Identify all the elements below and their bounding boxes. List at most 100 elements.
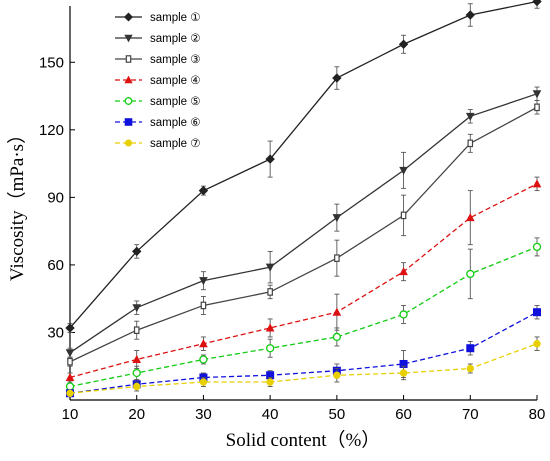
series-2 bbox=[65, 86, 542, 358]
x-axis-title: Solid content（%） bbox=[226, 429, 381, 451]
legend-label: sample ⑥ bbox=[150, 117, 201, 129]
y-tick-label: 60 bbox=[47, 257, 64, 274]
y-tick-label: 120 bbox=[39, 122, 64, 139]
data-point bbox=[332, 332, 342, 342]
legend-item: sample ③ bbox=[115, 54, 201, 66]
data-point bbox=[133, 326, 140, 335]
data-point bbox=[466, 269, 475, 279]
data-point bbox=[132, 304, 142, 313]
data-point bbox=[399, 166, 408, 175]
data-point bbox=[532, 90, 542, 99]
series-7 bbox=[66, 336, 541, 397]
series-4 bbox=[65, 176, 542, 383]
data-point bbox=[199, 378, 208, 386]
data-point bbox=[532, 242, 542, 252]
x-tick-label: 60 bbox=[395, 406, 412, 423]
data-point bbox=[332, 73, 342, 83]
series-line bbox=[69, 183, 538, 379]
legend-label: sample ④ bbox=[150, 75, 201, 87]
legend-label: sample ② bbox=[150, 33, 201, 45]
data-point bbox=[334, 254, 340, 262]
data-point bbox=[465, 112, 475, 121]
y-tick-label: 150 bbox=[39, 54, 64, 71]
series-3 bbox=[67, 100, 540, 367]
data-point bbox=[266, 378, 274, 386]
legend-item: sample ① bbox=[115, 12, 201, 24]
legend-marker bbox=[125, 139, 132, 147]
x-tick-label: 40 bbox=[262, 406, 279, 423]
data-point bbox=[399, 267, 408, 276]
legend-label: sample ⑦ bbox=[150, 138, 201, 150]
x-tick-label: 70 bbox=[462, 406, 479, 423]
x-tick-label: 80 bbox=[529, 406, 546, 423]
data-point bbox=[132, 368, 141, 378]
legend-item: sample ④ bbox=[115, 75, 201, 87]
data-point bbox=[399, 369, 408, 377]
data-point bbox=[265, 263, 275, 272]
x-tick-label: 50 bbox=[329, 406, 346, 423]
data-point bbox=[534, 103, 540, 112]
data-point bbox=[199, 355, 208, 364]
legend-label: sample ③ bbox=[150, 54, 201, 66]
series-1 bbox=[65, 0, 542, 333]
data-point bbox=[265, 154, 275, 164]
data-point bbox=[332, 307, 342, 316]
data-point bbox=[533, 308, 541, 317]
data-point bbox=[66, 389, 74, 397]
data-point bbox=[265, 323, 275, 332]
data-point bbox=[65, 349, 75, 358]
data-point bbox=[132, 246, 142, 257]
data-point bbox=[532, 179, 542, 188]
data-point bbox=[333, 371, 341, 379]
legend-marker bbox=[124, 97, 133, 105]
data-point bbox=[466, 344, 475, 353]
data-point bbox=[465, 10, 475, 20]
legend-marker bbox=[125, 55, 132, 63]
y-tick-label: 30 bbox=[47, 324, 64, 341]
legend-label: sample ① bbox=[150, 12, 201, 24]
data-point bbox=[65, 372, 75, 381]
legend-marker bbox=[123, 12, 134, 22]
series-line bbox=[69, 311, 538, 394]
data-point bbox=[65, 382, 75, 391]
legend-marker bbox=[124, 118, 133, 126]
data-point bbox=[332, 214, 342, 223]
data-point bbox=[200, 301, 207, 310]
data-point bbox=[199, 277, 208, 286]
data-point bbox=[267, 288, 273, 296]
data-point bbox=[465, 213, 475, 222]
x-tick-label: 30 bbox=[195, 406, 212, 423]
x-tick-label: 10 bbox=[62, 406, 79, 423]
legend: sample ① sample ② sample ③ sample ④ sample ⑤… bbox=[115, 12, 201, 150]
data-point bbox=[198, 185, 209, 196]
data-point bbox=[532, 0, 542, 7]
data-point bbox=[265, 344, 275, 353]
legend-label: sample ⑤ bbox=[150, 96, 201, 108]
legend-marker bbox=[124, 75, 133, 84]
x-tick-label: 20 bbox=[128, 406, 145, 423]
series-5 bbox=[65, 237, 542, 391]
legend-item: sample ⑤ bbox=[115, 96, 201, 108]
series-line bbox=[69, 0, 538, 329]
axis-ticks: 10 20 30 40 50 60 70 80 30 60 90 120 150 bbox=[39, 54, 545, 423]
legend-item: sample ② bbox=[115, 33, 201, 45]
y-tick-label: 90 bbox=[47, 189, 64, 206]
series-line bbox=[69, 106, 538, 363]
series-line bbox=[69, 246, 538, 388]
series-line bbox=[69, 93, 538, 354]
series-group bbox=[65, 0, 542, 398]
data-point bbox=[132, 354, 142, 363]
data-point bbox=[533, 340, 541, 348]
data-point bbox=[466, 364, 474, 373]
series-line bbox=[69, 343, 538, 394]
legend-marker bbox=[124, 34, 133, 43]
data-point bbox=[65, 323, 75, 333]
y-axis-title: Viscosity（mPa·s） bbox=[6, 125, 28, 281]
legend-item: sample ⑦ bbox=[115, 138, 201, 150]
data-point bbox=[398, 39, 409, 49]
data-point bbox=[399, 310, 408, 319]
data-point bbox=[133, 382, 141, 391]
legend-item: sample ⑥ bbox=[115, 117, 201, 129]
axes bbox=[69, 6, 537, 401]
